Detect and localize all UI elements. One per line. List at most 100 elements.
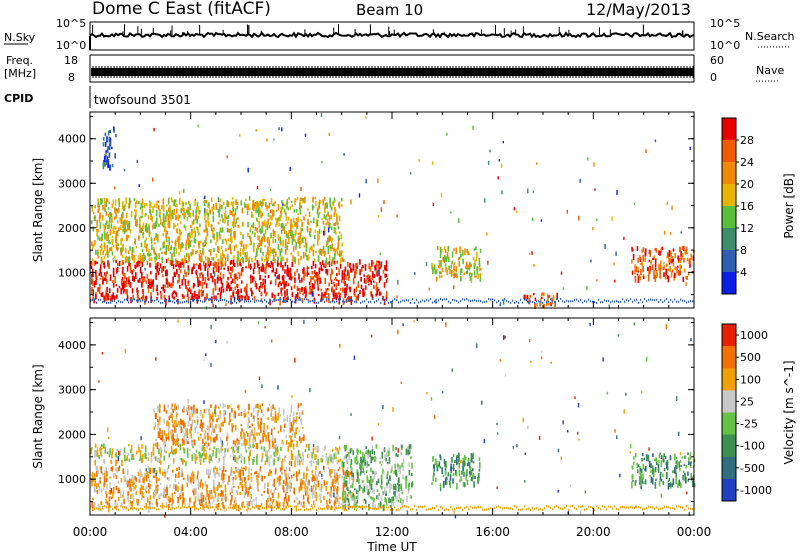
scatter-cell: [250, 413, 253, 417]
scatter-cell: [225, 248, 227, 252]
scatter-cell: [219, 292, 222, 295]
scatter-cell: [321, 268, 324, 272]
scatter-cell: [296, 218, 299, 223]
scatter-cell: [244, 481, 246, 489]
scatter-cell: [99, 277, 102, 280]
nsky-label: N.Sky: [4, 31, 36, 44]
scatter-cell: [155, 224, 158, 228]
scatter-cell: [322, 246, 325, 250]
ground-scatter: [566, 299, 568, 302]
scatter-cell: [217, 493, 220, 499]
scatter-cell: [214, 404, 217, 409]
scatter-cell: [250, 278, 252, 283]
scatter-cell: [355, 286, 358, 292]
scatter-cell: [289, 428, 292, 433]
scatter-cell: [232, 440, 235, 445]
scatter-cell: [97, 251, 99, 256]
scatter-cell: [211, 425, 214, 432]
scatter-cell: [302, 501, 305, 505]
scatter-cell: [110, 496, 113, 500]
scatter-cell: [197, 231, 200, 236]
scatter-cell: [323, 446, 326, 451]
scatter-cell: [394, 491, 396, 497]
scatter-cell: [438, 261, 441, 269]
scatter-cell: [97, 481, 100, 484]
scatter-cell: [281, 275, 284, 281]
scatter-cell: [376, 481, 378, 486]
ground-scatter: [544, 299, 546, 302]
scatter-cell: [334, 227, 337, 231]
scatter-cell: [295, 229, 297, 235]
scatter-cell: [215, 451, 217, 455]
scatter-cell: [111, 217, 113, 223]
scatter-cell: [367, 451, 369, 458]
scatter-cell: [683, 257, 685, 263]
scatter-cell: [369, 450, 372, 458]
scatter-cell: [168, 221, 171, 226]
scatter-cell: [122, 207, 125, 211]
scatter-cell: [183, 477, 185, 480]
scatter-cell: [298, 469, 300, 475]
scatter-cell: [163, 487, 165, 494]
scatter-cell: [243, 440, 245, 446]
scatter-cell: [256, 218, 259, 223]
noise-cell: [247, 167, 249, 173]
scatter-cell: [253, 457, 256, 461]
scatter-cell: [181, 258, 184, 262]
scatter-cell: [121, 254, 124, 258]
ground-scatter: [368, 301, 370, 304]
scatter-cell: [282, 428, 285, 433]
ground-scatter: [452, 299, 454, 302]
ground-scatter: [144, 300, 146, 303]
scatter-cell: [246, 500, 249, 504]
scatter-cell: [299, 199, 301, 205]
scatter-cell: [174, 441, 176, 444]
ground-scatter: [612, 300, 614, 303]
scatter-cell: [407, 453, 409, 457]
scatter-cell: [284, 261, 287, 267]
scatter-cell: [268, 205, 270, 209]
scatter-cell: [344, 480, 347, 487]
scatter-cell: [139, 224, 141, 227]
scatter-cell: [172, 276, 174, 283]
scatter-cell: [293, 284, 296, 289]
scatter-cell: [479, 276, 482, 282]
scatter-cell: [310, 289, 312, 295]
scatter-cell: [216, 504, 219, 510]
scatter-cell: [240, 424, 243, 427]
scatter-cell: [325, 454, 328, 462]
scatter-cell: [341, 257, 344, 262]
scatter-cell: [342, 491, 344, 498]
scatter-cell: [344, 280, 346, 287]
scatter-cell: [157, 458, 159, 463]
scatter-cell: [104, 208, 106, 212]
scatter-cell: [272, 416, 274, 421]
scatter-cell: [252, 415, 255, 420]
scatter-cell: [303, 287, 306, 294]
scatter-cell: [146, 227, 148, 233]
scatter-cell: [360, 471, 362, 475]
ground-scatter: [272, 300, 274, 303]
scatter-cell: [214, 437, 216, 443]
scatter-cell: [378, 503, 380, 508]
ground-scatter: [422, 299, 424, 302]
scatter-cell: [153, 242, 156, 245]
scatter-cell: [143, 278, 146, 282]
scatter-cell: [141, 205, 144, 209]
scatter-cell: [220, 422, 223, 427]
scatter-cell: [111, 235, 114, 239]
scatter-cell: [287, 207, 290, 211]
scatter-cell: [112, 292, 115, 300]
scatter-cell: [290, 475, 293, 479]
scatter-cell: [308, 479, 310, 484]
ground-scatter: [546, 301, 548, 304]
ground-scatter: [550, 298, 552, 301]
scatter-cell: [293, 209, 296, 213]
scatter-cell: [359, 269, 361, 276]
colorbar-segment: [722, 140, 736, 163]
scatter-cell: [280, 261, 282, 268]
scatter-cell: [215, 448, 218, 455]
scatter-cell: [371, 271, 374, 279]
scatter-cell: [320, 483, 323, 490]
scatter-cell: [681, 246, 684, 251]
